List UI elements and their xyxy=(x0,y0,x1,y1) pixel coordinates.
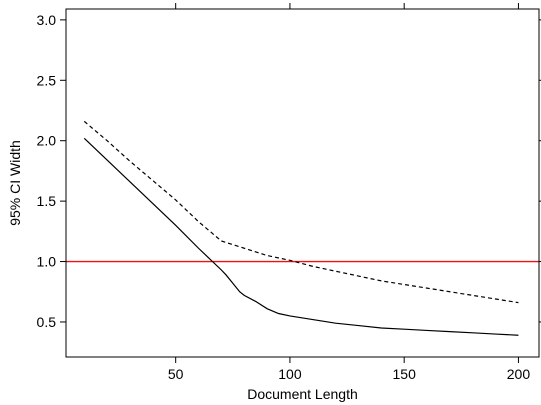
y-tick-label: 3.0 xyxy=(37,12,57,28)
y-tick-label: 2.0 xyxy=(37,133,57,149)
series-line-solid xyxy=(83,137,519,336)
y-tick-label: 2.5 xyxy=(37,72,57,88)
x-axis: 50 100 150 200 xyxy=(168,3,530,382)
y-tick-label: 1.0 xyxy=(37,254,57,270)
y-axis: 0.5 1.0 1.5 2.0 2.5 3.0 xyxy=(37,12,541,330)
series-line-dashed xyxy=(83,120,519,304)
x-tick-label: 50 xyxy=(168,366,184,382)
y-tick-label: 1.5 xyxy=(37,193,57,209)
series-lines xyxy=(83,120,519,336)
x-tick-label: 150 xyxy=(393,366,417,382)
x-tick-label: 200 xyxy=(507,366,531,382)
y-tick-label: 0.5 xyxy=(37,314,57,330)
x-axis-label: Document Length xyxy=(247,386,358,402)
y-axis-label: 95% CI Width xyxy=(7,140,23,226)
x-tick-label: 100 xyxy=(278,366,302,382)
plot-frame xyxy=(65,8,540,358)
